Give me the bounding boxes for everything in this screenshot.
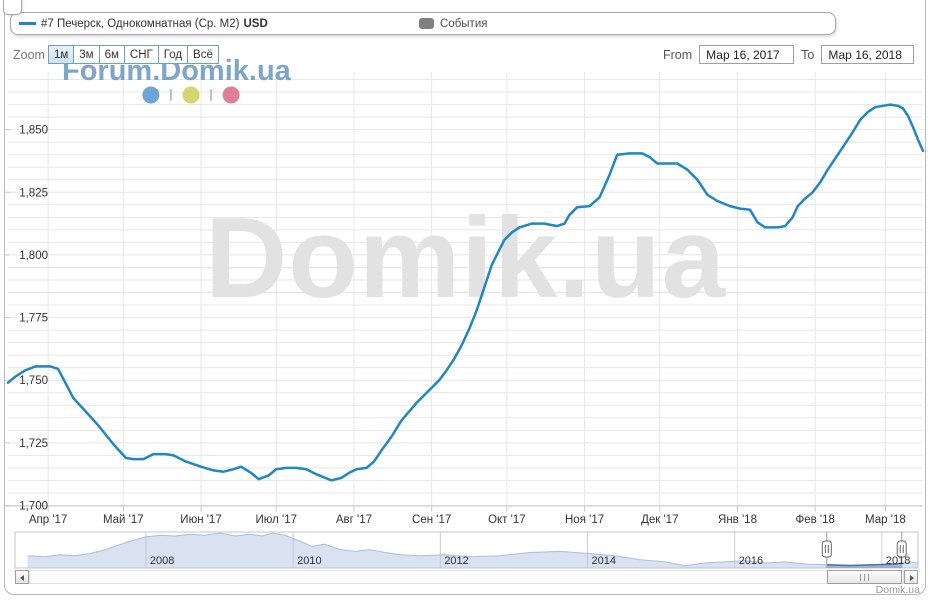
- chart-frame: [4, 0, 926, 595]
- event-separator: [169, 89, 172, 101]
- date-range-toolbar: From To: [663, 45, 915, 64]
- y-axis-label: 1,750: [19, 375, 48, 387]
- navigator-handle-right[interactable]: [896, 540, 907, 558]
- x-axis-label: Сен '17: [412, 514, 451, 526]
- to-date-input[interactable]: [821, 45, 915, 64]
- event-dot[interactable]: [222, 86, 240, 104]
- x-axis-label: Ноя '17: [565, 514, 604, 526]
- event-dot[interactable]: [182, 86, 200, 104]
- navigator-year-label: 2010: [297, 555, 321, 567]
- legend-collapse-tab[interactable]: [3, 0, 22, 15]
- x-axis-label: Янв '18: [718, 514, 757, 526]
- navigator-frame: [14, 531, 919, 569]
- navigator-year-label: 2014: [592, 555, 616, 567]
- x-axis-label: Фев '18: [795, 514, 834, 526]
- legend-item-series[interactable]: #7 Печерск, Однокомнатная (Ср. М2) USD: [19, 18, 268, 30]
- to-label: To: [801, 47, 815, 62]
- zoom-button-Год[interactable]: Год: [157, 45, 189, 64]
- x-axis-label: Май '17: [103, 514, 144, 526]
- events-swatch: [419, 18, 434, 29]
- scrollbar-thumb[interactable]: [827, 570, 902, 584]
- series-currency: USD: [243, 17, 268, 30]
- credits-link[interactable]: Domik.ua: [875, 584, 920, 596]
- zoom-button-1м[interactable]: 1м: [47, 45, 75, 64]
- y-axis-label: 1,700: [19, 501, 48, 513]
- y-axis-label: 1,825: [19, 187, 48, 199]
- scrollbar-left-button[interactable]: [15, 570, 29, 584]
- scrollbar-track[interactable]: [29, 570, 904, 584]
- scrollbar-right-button[interactable]: [904, 570, 918, 584]
- event-dot[interactable]: [142, 86, 160, 104]
- plot-watermark: Domik.ua: [204, 195, 727, 322]
- zoom-button-3м[interactable]: 3м: [73, 45, 100, 64]
- from-date-input[interactable]: [699, 45, 795, 64]
- navigator-line: [27, 532, 919, 567]
- legend-item-events[interactable]: События: [419, 18, 487, 30]
- from-label: From: [663, 47, 693, 62]
- event-separator: [210, 89, 213, 101]
- navigator-year-label: 2008: [150, 555, 174, 567]
- y-axis-label: 1,800: [19, 250, 48, 262]
- x-axis-label: Апр '17: [29, 514, 67, 526]
- x-axis-label: Мар '18: [865, 514, 906, 526]
- navigator-area: [27, 533, 919, 568]
- y-axis-label: 1,850: [19, 125, 48, 137]
- zoom-button-СНГ[interactable]: СНГ: [123, 45, 159, 64]
- legend-bar: #7 Печерск, Однокомнатная (Ср. М2) USD С…: [10, 12, 836, 35]
- scroll-right-icon: [910, 574, 914, 581]
- zoom-label: Zoom: [13, 47, 45, 62]
- x-axis-label: Июн '17: [180, 514, 221, 526]
- zoom-buttons: 1м 3м 6м СНГ Год Всё: [47, 45, 219, 64]
- x-axis-label: Июл '17: [255, 514, 297, 526]
- navigator-year-label: 2016: [739, 555, 763, 567]
- y-axis-label: 1,775: [19, 313, 48, 325]
- navigator-selection: [826, 563, 902, 568]
- zoom-button-6м[interactable]: 6м: [98, 45, 125, 64]
- navigator-year-label: 2012: [444, 555, 468, 567]
- x-axis-label: Авг '17: [336, 514, 372, 526]
- x-axis-label: Дек '17: [641, 514, 678, 526]
- navigator-year-label: 2018: [886, 555, 910, 567]
- zoom-range-toolbar: Zoom 1м 3м 6м СНГ Год Всё: [13, 45, 219, 64]
- y-axis-label: 1,725: [19, 438, 48, 450]
- x-axis-label: Окт '17: [488, 514, 526, 526]
- scroll-left-icon: [20, 574, 24, 581]
- events-label: События: [440, 17, 488, 30]
- series-line-swatch: [19, 22, 36, 25]
- series-label: #7 Печерск, Однокомнатная (Ср. М2): [41, 17, 240, 30]
- price-line: [6, 103, 925, 482]
- navigator-handle-left[interactable]: [821, 540, 832, 558]
- zoom-button-Всё[interactable]: Всё: [187, 45, 219, 64]
